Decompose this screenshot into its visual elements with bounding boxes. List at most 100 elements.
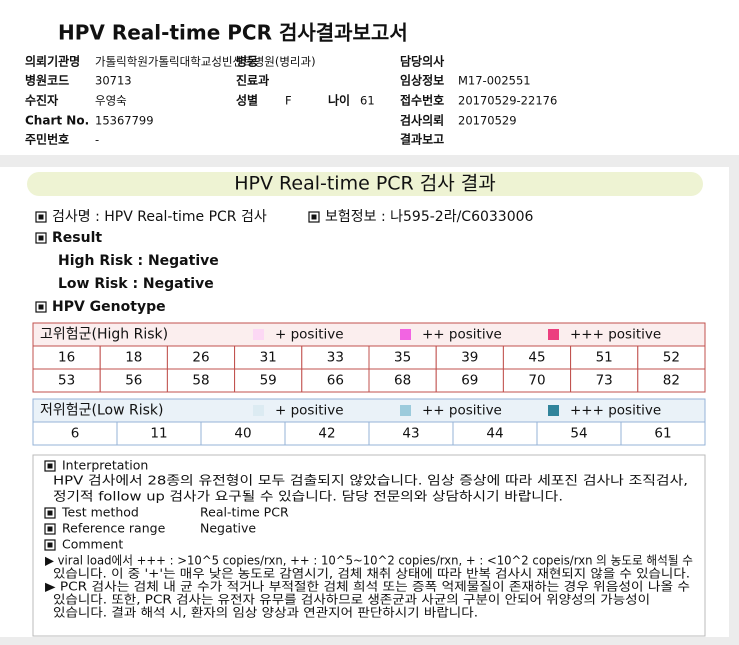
bullet-icon xyxy=(35,232,47,244)
field-label: 수진자 xyxy=(25,93,58,108)
legend-swatch xyxy=(253,329,264,340)
genotype: 66 xyxy=(327,373,344,389)
footer-band xyxy=(0,637,739,645)
field-value: F xyxy=(285,94,292,108)
field-label: 검사의뢰 xyxy=(400,113,444,128)
test-name: 검사명 : HPV Real-time PCR 검사 xyxy=(52,209,267,225)
legend-swatch xyxy=(548,405,559,416)
field-value: 우영숙 xyxy=(95,94,127,108)
genotype: 54 xyxy=(570,426,587,442)
field-value: 15367799 xyxy=(95,114,154,128)
genotype: 35 xyxy=(394,350,411,366)
genotype: 68 xyxy=(394,373,411,389)
field-value: 20170529-22176 xyxy=(458,94,557,108)
bullet-icon xyxy=(35,301,47,313)
report-title: HPV Real-time PCR 검사결과보고서 xyxy=(58,21,408,45)
field-value: 가톨릭학원가톨릭대학교성빈센트병원(병리과) xyxy=(95,55,316,69)
low-risk-result: Low Risk : Negative xyxy=(58,276,214,292)
legend-swatch xyxy=(548,329,559,340)
table-title: 고위험군(High Risk) xyxy=(40,327,168,343)
genotype: 59 xyxy=(260,373,277,389)
genotype: 44 xyxy=(486,426,503,442)
bullet-icon-fill xyxy=(47,510,53,516)
bullet-icon xyxy=(35,211,47,223)
legend-label: ++ positive xyxy=(422,403,502,419)
comment-line: ▶ PCR 검사는 검체 내 균 수가 적거나 부적절한 검체 희석 또는 증폭… xyxy=(45,580,690,594)
field-label: 의뢰기관명 xyxy=(25,54,80,69)
genotype: 6 xyxy=(71,426,80,442)
genotype: 53 xyxy=(58,373,75,389)
comment-line: ▶ viral load에서 +++ : >10^5 copies/rxn, +… xyxy=(45,554,693,568)
result-title: HPV Real-time PCR 검사 결과 xyxy=(234,173,496,195)
range-label: Reference range xyxy=(62,521,166,536)
genotype: 40 xyxy=(234,426,251,442)
table-cell xyxy=(637,368,706,393)
field-label: 성별 xyxy=(236,93,258,108)
legend-label: + positive xyxy=(275,403,344,419)
interp-line: 정기적 follow up 검사가 요구될 수 있습니다. 담당 전문의와 상담… xyxy=(53,489,563,504)
bullet-icon-fill xyxy=(311,214,317,220)
table-title: 저위험군(Low Risk) xyxy=(40,403,163,419)
genotype: 56 xyxy=(125,373,142,389)
field-label: 담당의사 xyxy=(400,54,444,69)
genotype: 69 xyxy=(461,373,478,389)
genotype: 18 xyxy=(125,350,142,366)
field-label: 나이 xyxy=(328,93,350,108)
bullet-icon-fill xyxy=(47,542,53,548)
bullet-icon xyxy=(44,507,56,519)
genotype: 58 xyxy=(192,373,209,389)
bullet-icon-fill xyxy=(47,526,53,532)
genotype: 52 xyxy=(663,350,680,366)
interp-heading: Interpretation xyxy=(62,458,148,473)
bullet-icon-fill xyxy=(47,463,53,469)
bullet-icon-fill xyxy=(38,304,44,310)
comment-line: 있습니다. 또한, PCR 검사는 유전자 유무를 검사하므로 생존균과 사균의… xyxy=(53,593,650,607)
field-label: 임상정보 xyxy=(400,73,444,88)
legend-label: + positive xyxy=(275,327,344,343)
table-cell xyxy=(620,421,706,446)
genotype: 33 xyxy=(327,350,344,366)
genotype-heading: HPV Genotype xyxy=(52,299,166,315)
bullet-icon xyxy=(44,539,56,551)
comment-line: 있습니다. 결과 해석 시, 환자의 임상 양상과 연관지어 판단하시기 바랍니… xyxy=(53,606,478,620)
genotype: 82 xyxy=(663,373,680,389)
genotype: 11 xyxy=(150,426,167,442)
field-value: M17-002551 xyxy=(458,74,531,88)
field-label: 주민번호 xyxy=(25,132,69,147)
legend-swatch xyxy=(400,329,411,340)
field-value: 61 xyxy=(360,94,375,108)
comment-line: 있습니다. 이 중 '+'는 매우 낮은 농도로 감염시기, 검체 채취 상태에… xyxy=(53,567,690,581)
result-title-bar xyxy=(27,172,703,196)
field-label: 진료과 xyxy=(236,73,269,88)
bullet-icon xyxy=(44,523,56,535)
legend-swatch xyxy=(253,405,264,416)
result-heading: Result xyxy=(52,230,102,246)
insurance: 보험정보 : 나595-2라/C6033006 xyxy=(325,209,534,225)
interpretation-box xyxy=(32,454,706,637)
legend-label: ++ positive xyxy=(422,327,502,343)
field-label: 접수번호 xyxy=(400,93,444,108)
genotype: 43 xyxy=(402,426,419,442)
genotype: 42 xyxy=(318,426,335,442)
genotype: 31 xyxy=(260,350,277,366)
field-label: 병동 xyxy=(236,54,258,69)
genotype: 26 xyxy=(192,350,209,366)
bullet-icon-fill xyxy=(38,214,44,220)
genotype: 70 xyxy=(528,373,545,389)
comment-heading: Comment xyxy=(62,537,123,552)
legend-label: +++ positive xyxy=(570,403,661,419)
bullet-icon xyxy=(308,211,320,223)
interp-line: HPV 검사에서 28종의 유전형이 모두 검출되지 않았습니다. 임상 증상에… xyxy=(53,473,688,488)
field-label: 결과보고 xyxy=(400,132,444,147)
method-label: Test method xyxy=(61,505,139,520)
method-value: Real-time PCR xyxy=(200,505,289,520)
genotype: 39 xyxy=(461,350,478,366)
field-value: - xyxy=(95,133,99,147)
field-label: Chart No. xyxy=(25,114,89,128)
bullet-icon-fill xyxy=(38,235,44,241)
genotype: 73 xyxy=(596,373,613,389)
genotype: 16 xyxy=(58,350,75,366)
edge xyxy=(729,155,739,645)
legend-label: +++ positive xyxy=(570,327,661,343)
